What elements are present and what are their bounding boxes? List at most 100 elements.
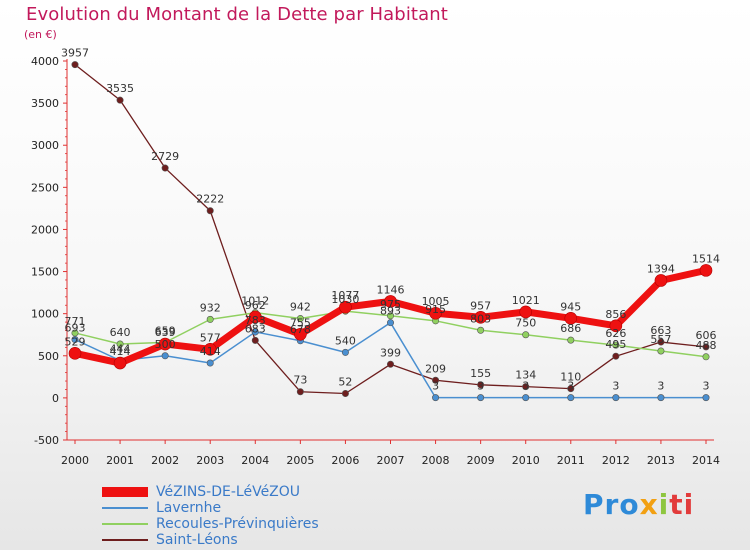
data-point (654, 274, 668, 287)
x-tick-label: 2012 (602, 454, 630, 467)
data-label: 915 (425, 303, 446, 316)
data-label: 444 (110, 342, 131, 355)
data-point (339, 300, 352, 314)
x-tick-label: 2000 (61, 454, 89, 467)
data-label: 683 (245, 322, 266, 335)
data-label: 1394 (647, 262, 675, 275)
data-point (477, 326, 485, 334)
data-label: 73 (293, 374, 307, 387)
y-tick-label: 2000 (31, 223, 59, 236)
data-label: 693 (65, 322, 86, 335)
y-tick-label: 500 (38, 350, 59, 363)
data-point (474, 310, 487, 324)
data-point (567, 385, 575, 393)
data-point (657, 347, 665, 355)
legend-swatch (102, 523, 148, 525)
data-point (522, 383, 530, 391)
data-label: 3 (657, 380, 664, 393)
chart-legend: VéZINS-DE-LéVéZOU Lavernhe Recoules-Prév… (102, 484, 319, 548)
x-tick-label: 2006 (331, 454, 359, 467)
y-tick-label: 2500 (31, 181, 59, 194)
data-label: 606 (696, 329, 717, 342)
data-label: 659 (155, 324, 176, 337)
data-label: 134 (515, 369, 536, 382)
data-label: 1030 (331, 293, 359, 306)
data-label: 639 (155, 326, 176, 339)
data-point (522, 394, 530, 402)
data-point (612, 394, 620, 402)
data-point (206, 207, 214, 215)
data-point (158, 337, 172, 351)
data-label: 3 (522, 380, 529, 393)
data-label: 3 (477, 380, 484, 393)
y-tick-label: 0 (52, 392, 59, 405)
data-label: 1005 (422, 295, 450, 308)
data-label: 3 (432, 380, 439, 393)
data-label: 686 (560, 322, 581, 335)
data-point (251, 328, 259, 336)
data-point (296, 315, 304, 323)
data-label: 1514 (692, 252, 720, 265)
data-point (429, 306, 442, 320)
data-point (341, 348, 349, 356)
legend-item: Saint-Léons (102, 532, 319, 548)
proxiti-logo: Proxiti (583, 488, 695, 521)
data-point (116, 340, 124, 348)
data-label: 540 (335, 334, 356, 347)
data-point (248, 310, 262, 324)
data-label: 957 (470, 299, 491, 312)
data-label: 488 (696, 339, 717, 352)
data-point (477, 381, 485, 389)
data-point (203, 342, 217, 356)
y-tick-label: 1000 (31, 308, 59, 321)
data-point (161, 164, 169, 172)
data-point (206, 359, 214, 367)
x-tick-label: 2008 (422, 454, 450, 467)
data-label: 2729 (151, 150, 179, 163)
data-point (68, 347, 82, 360)
data-label: 3535 (106, 82, 134, 95)
legend-label: Lavernhe (156, 500, 222, 516)
data-point (386, 319, 394, 327)
data-label: 495 (605, 338, 626, 351)
data-point (71, 61, 79, 69)
data-label: 771 (65, 315, 86, 328)
legend-label: Recoules-Prévinquières (156, 516, 319, 532)
data-label: 155 (470, 367, 491, 380)
data-label: 1146 (377, 283, 405, 296)
legend-swatch (102, 507, 148, 509)
data-point (564, 311, 578, 325)
data-label: 414 (110, 345, 131, 358)
data-point (386, 360, 394, 368)
data-label: 663 (650, 324, 671, 337)
y-tick-label: 4000 (31, 55, 59, 68)
data-label: 209 (425, 362, 446, 375)
data-point (612, 352, 620, 360)
legend-swatch (102, 487, 148, 497)
chart-title: Evolution du Montant de la Dette par Hab… (26, 4, 448, 25)
data-label: 3957 (61, 47, 89, 60)
data-point (294, 328, 307, 341)
x-tick-label: 2013 (647, 454, 675, 467)
data-label: 932 (200, 301, 221, 314)
x-tick-label: 2005 (286, 454, 314, 467)
x-tick-label: 2010 (512, 454, 540, 467)
data-label: 626 (605, 327, 626, 340)
data-point (251, 336, 259, 344)
data-label: 1021 (512, 294, 540, 307)
data-label: 2222 (196, 193, 224, 206)
data-point (567, 394, 575, 402)
data-point (477, 394, 485, 402)
data-point (702, 343, 710, 351)
data-point (296, 388, 304, 396)
data-point (432, 376, 440, 384)
legend-label: VéZINS-DE-LéVéZOU (156, 484, 301, 500)
data-label: 1012 (241, 295, 269, 308)
data-point (567, 336, 575, 344)
data-label: 803 (470, 312, 491, 325)
data-point (702, 394, 710, 402)
y-tick-label: 1500 (31, 266, 59, 279)
data-label: 750 (515, 317, 536, 330)
data-label: 856 (605, 308, 626, 321)
